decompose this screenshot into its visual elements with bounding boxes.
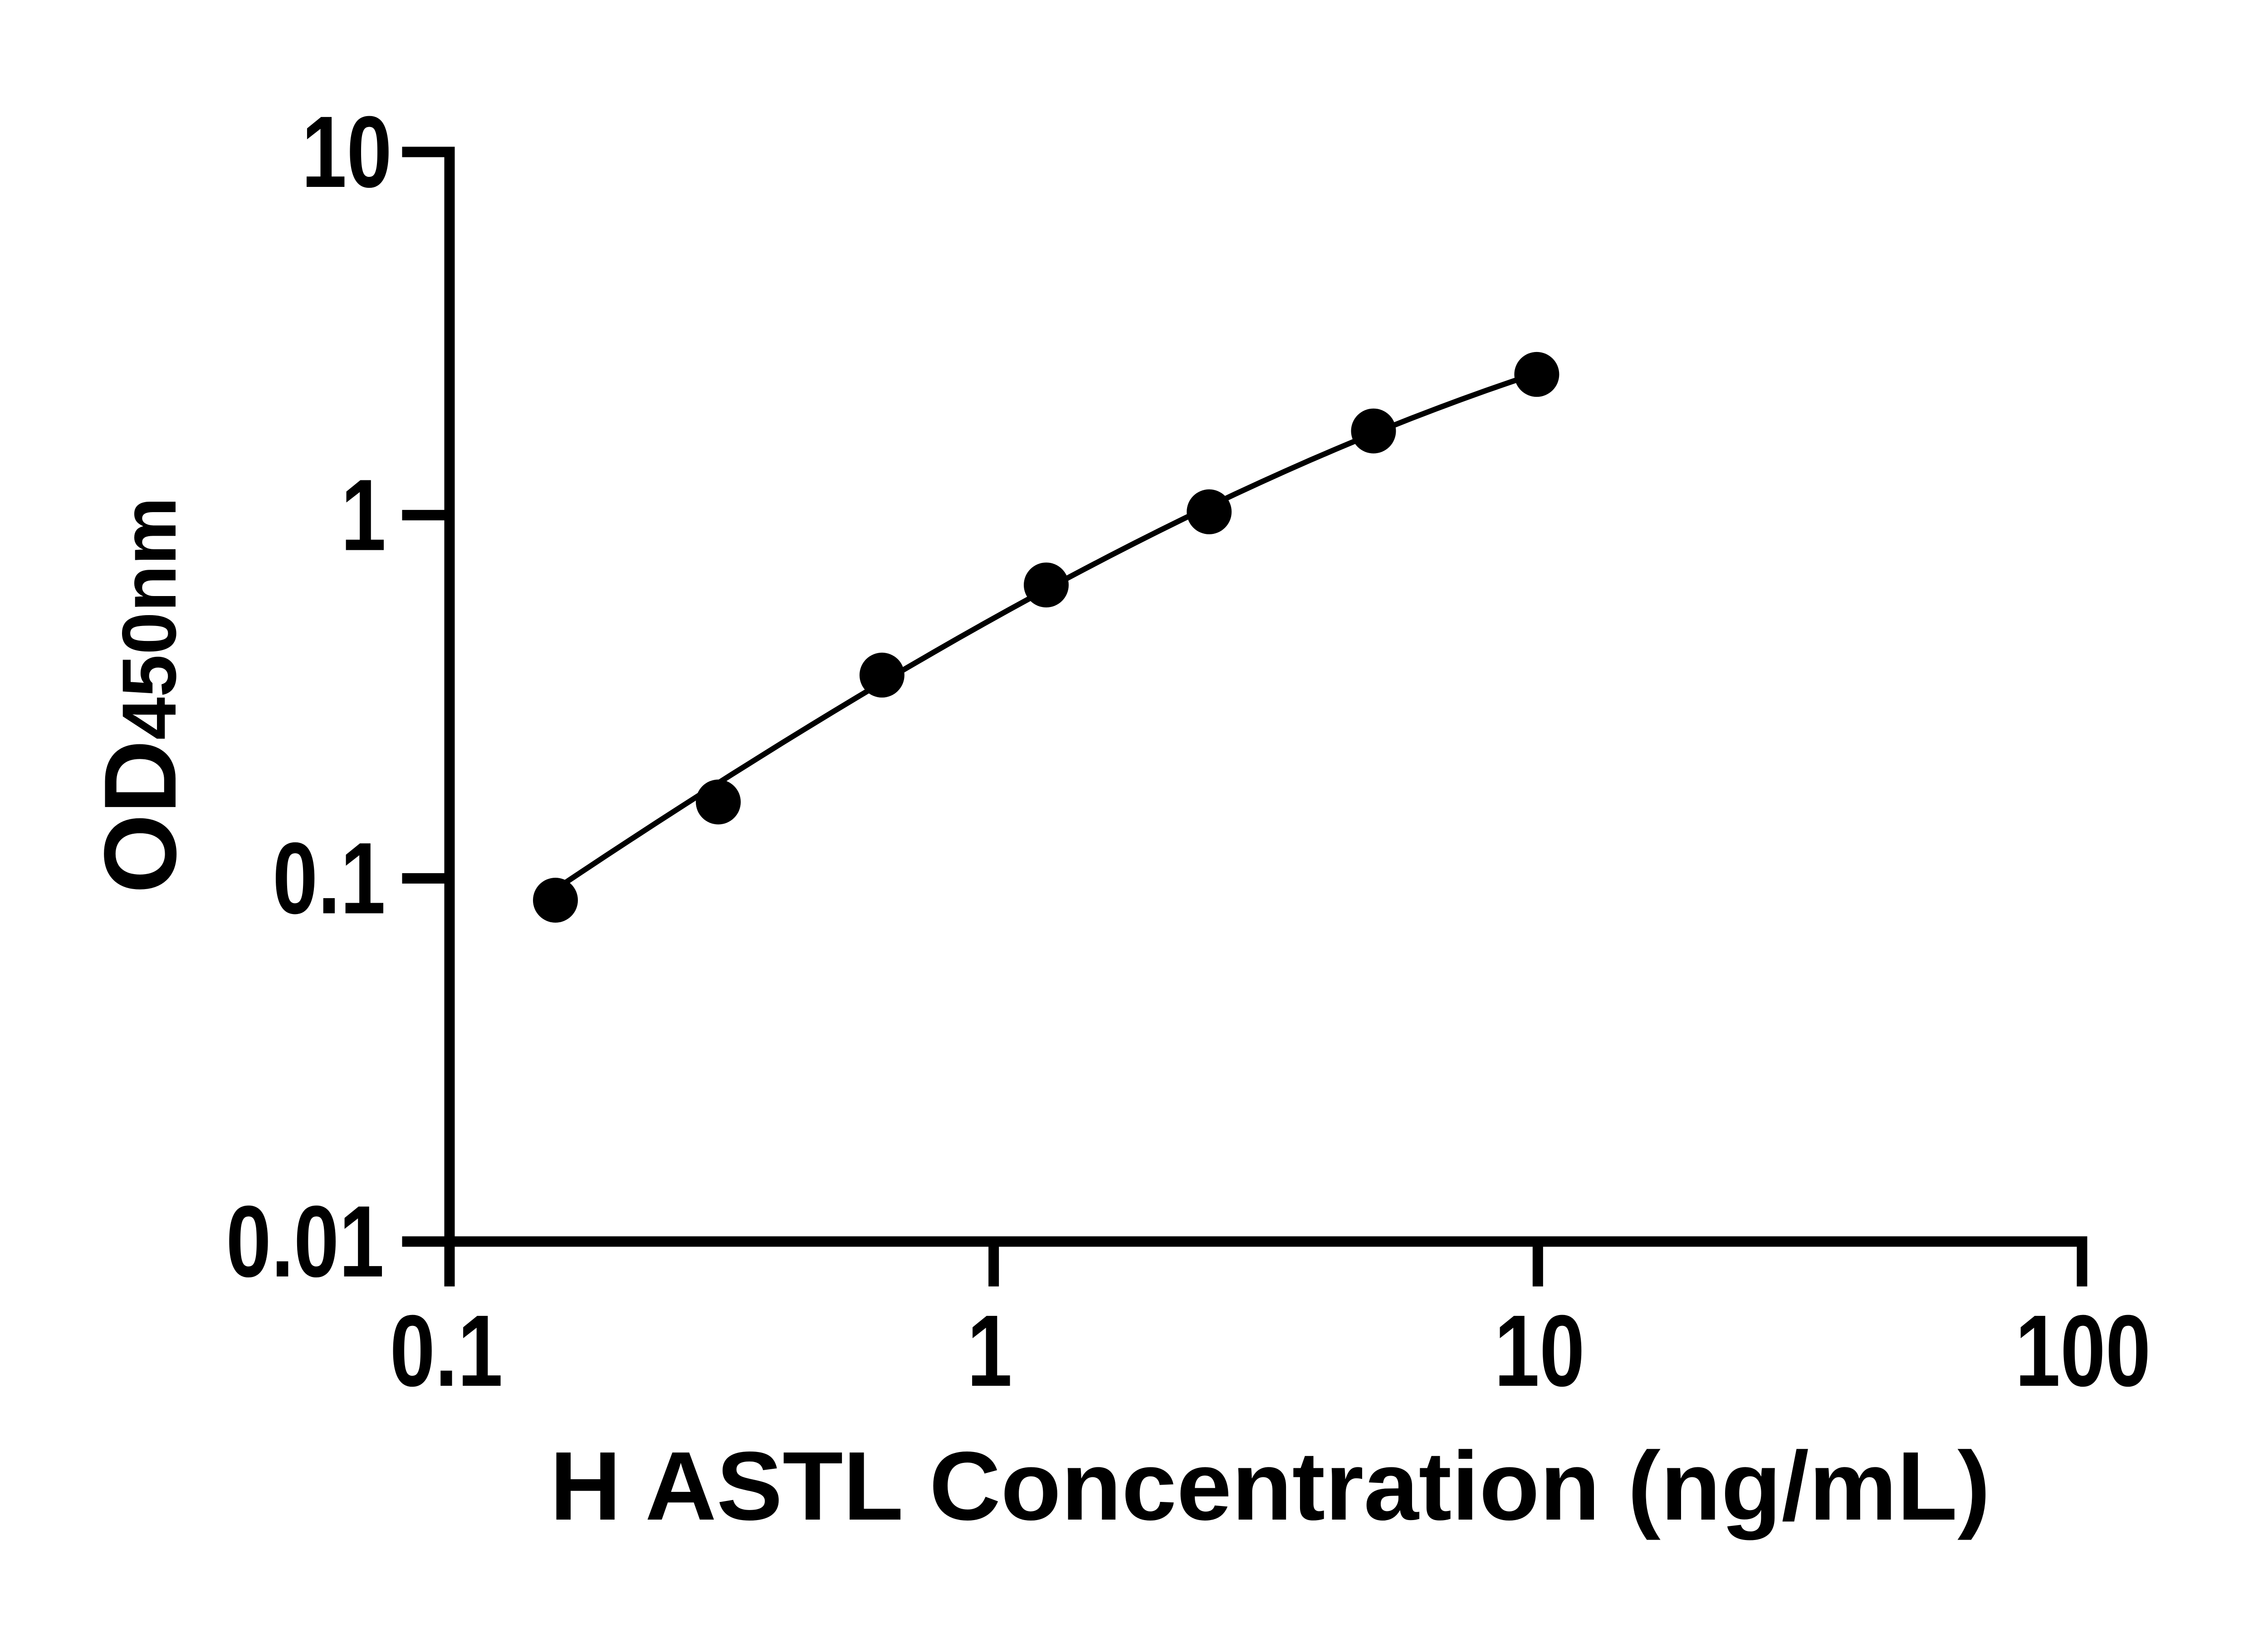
svg-text:0.01: 0.01 [226, 1184, 384, 1298]
svg-text:1: 1 [967, 1294, 1012, 1408]
svg-text:1: 1 [341, 458, 386, 572]
svg-text:10: 10 [302, 95, 392, 209]
svg-text:0.1: 0.1 [273, 821, 386, 935]
svg-text:OD450nm: OD450nm [83, 497, 197, 894]
svg-text:10: 10 [1494, 1294, 1584, 1408]
svg-text:H ASTL Concentration (ng/mL): H ASTL Concentration (ng/mL) [550, 1431, 1990, 1540]
svg-text:0.1: 0.1 [390, 1294, 503, 1408]
svg-text:100: 100 [2015, 1294, 2151, 1408]
